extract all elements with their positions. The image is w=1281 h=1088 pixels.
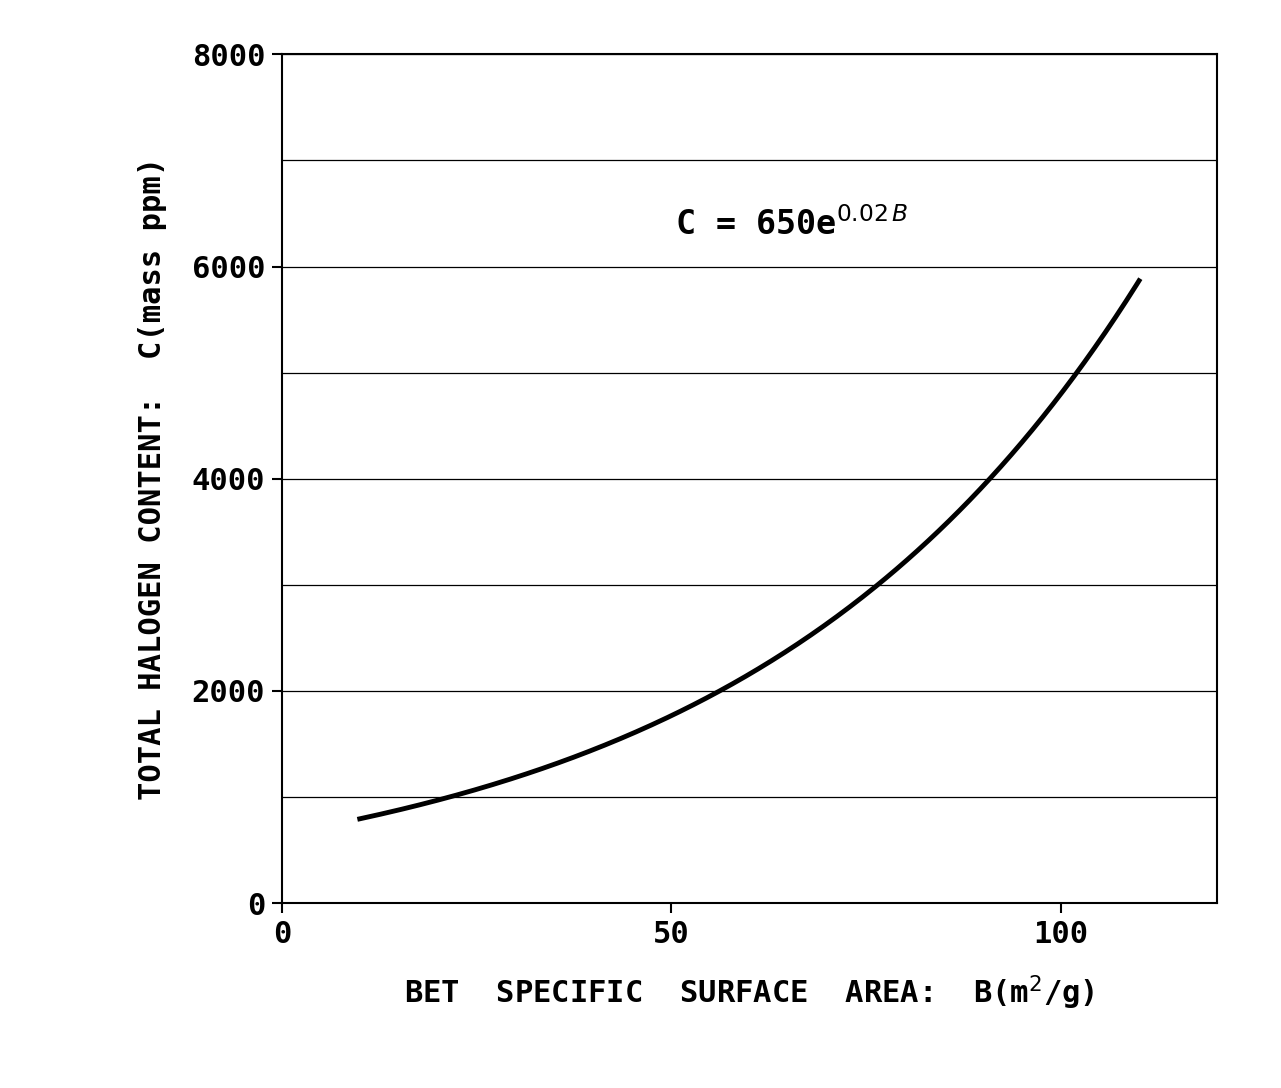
X-axis label: BET  SPECIFIC  SURFACE  AREA:  B(m$^2$/g): BET SPECIFIC SURFACE AREA: B(m$^2$/g) [405, 974, 1094, 1012]
Text: C = 650e$^{0.02\,B}$: C = 650e$^{0.02\,B}$ [675, 207, 908, 242]
Y-axis label: TOTAL HALOGEN CONTENT:  C(mass ppm): TOTAL HALOGEN CONTENT: C(mass ppm) [137, 157, 167, 801]
